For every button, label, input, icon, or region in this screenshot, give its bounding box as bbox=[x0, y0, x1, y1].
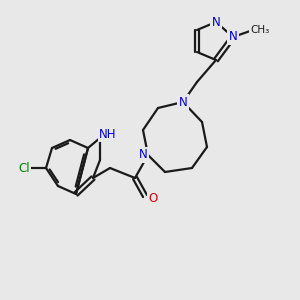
Text: N: N bbox=[139, 148, 147, 161]
Text: N: N bbox=[178, 95, 188, 109]
Text: Cl: Cl bbox=[18, 161, 30, 175]
Text: O: O bbox=[148, 191, 158, 205]
Text: N: N bbox=[212, 16, 220, 28]
Text: N: N bbox=[229, 31, 237, 44]
Text: NH: NH bbox=[99, 128, 117, 140]
Text: CH₃: CH₃ bbox=[250, 25, 270, 35]
